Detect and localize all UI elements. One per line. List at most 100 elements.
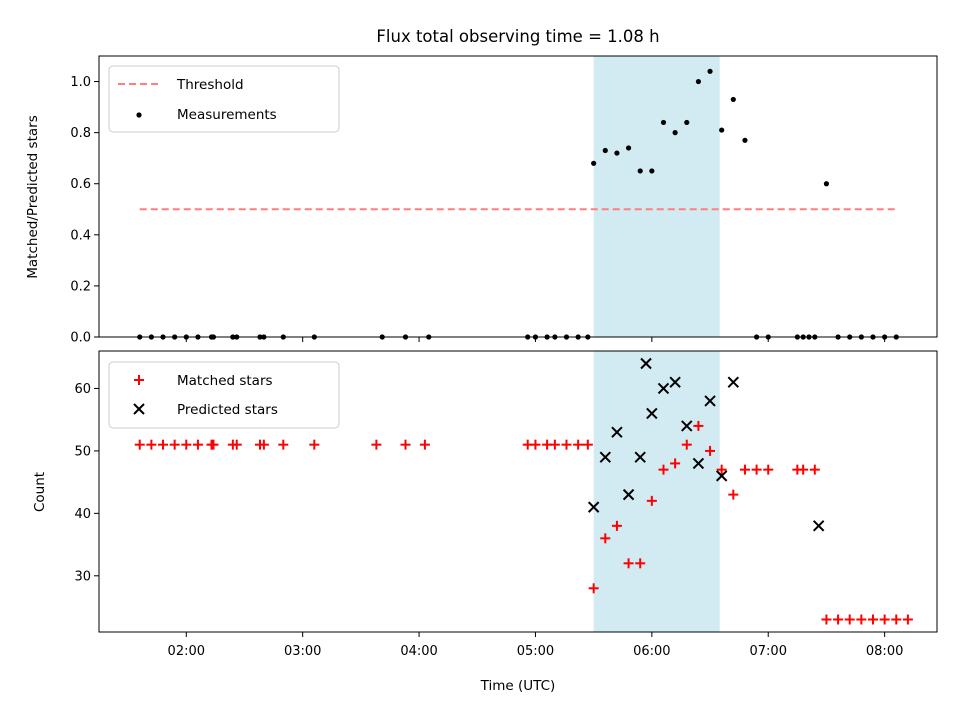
top-plot-frame	[98, 55, 938, 338]
matched-star-point	[146, 439, 157, 450]
measurement-point	[672, 130, 678, 136]
predicted-star-point	[704, 395, 716, 407]
legend-measurements-label: Measurements	[177, 107, 277, 123]
bottom-x-tick-label: 04:00	[400, 644, 437, 659]
matched-star-point	[600, 533, 611, 544]
bottom-y-tick-label: 30	[74, 569, 91, 584]
legend-matched-label: Matched stars	[177, 373, 273, 389]
matched-star-point	[891, 614, 902, 625]
measurement-point	[707, 68, 713, 74]
matched-star-point	[751, 464, 762, 475]
predicted-star-point	[727, 376, 740, 388]
matched-star-point	[798, 464, 809, 475]
matched-star-point	[611, 520, 622, 531]
measurement-point	[614, 150, 620, 156]
matched-star-point	[158, 439, 169, 450]
predicted-star-point	[657, 382, 670, 395]
bottom-x-tick-label: 08:00	[866, 644, 903, 659]
matched-star-point	[371, 439, 382, 450]
matched-star-point	[208, 439, 219, 450]
predicted-star-point	[692, 457, 705, 470]
measurement-point	[625, 145, 632, 151]
measurement-point	[591, 160, 597, 166]
predicted-star-point	[640, 357, 652, 370]
top-y-tick-label: 0.4	[70, 228, 91, 243]
measurement-point	[660, 119, 667, 126]
matched-star-point	[646, 495, 657, 506]
top-y-tick-label: 0.6	[70, 177, 91, 192]
measurement-point	[637, 168, 643, 174]
matched-star-point	[231, 439, 242, 450]
bottom-y-tick-label: 40	[74, 507, 91, 522]
matched-star-point	[763, 464, 774, 475]
matched-star-point	[739, 464, 750, 475]
measurement-point	[649, 168, 655, 174]
matched-star-point	[705, 445, 716, 456]
matched-star-point	[134, 439, 145, 450]
top-chart: Flux total observing time = 1.08 h 0.0 0.…	[25, 27, 938, 346]
bottom-y-axis-label: Count	[32, 472, 48, 512]
matched-star-point	[561, 439, 572, 450]
measurement-point	[742, 137, 748, 143]
matched-star-point	[821, 614, 832, 625]
predicted-star-point	[812, 520, 825, 532]
top-y-tick-label: 0.0	[70, 331, 91, 346]
chart-title: Flux total observing time = 1.08 h	[376, 27, 659, 46]
observation-window-shade	[593, 56, 720, 337]
top-y-axis-label: Matched/Predicted stars	[25, 115, 41, 278]
legend-threshold-label: Threshold	[176, 77, 244, 93]
top-y-tick-label: 0.2	[70, 279, 91, 294]
bottom-x-tick-label: 02:00	[168, 644, 205, 659]
top-x-ticks	[185, 337, 886, 342]
predicted-star-point	[669, 376, 681, 388]
matched-star-point	[693, 420, 704, 431]
matched-star-point	[400, 439, 411, 450]
matched-star-point	[809, 464, 820, 475]
matched-star-point	[728, 489, 739, 500]
matched-legend-swatch	[134, 375, 144, 385]
matched-star-point	[844, 614, 855, 625]
predicted-star-point	[587, 501, 600, 513]
bottom-x-tick-label: 05:00	[517, 644, 554, 659]
legend-predicted-label: Predicted stars	[177, 402, 278, 418]
matched-star-point	[573, 439, 584, 450]
matched-star-point	[716, 464, 727, 475]
bottom-x-tick-label: 06:00	[633, 644, 670, 659]
matched-star-point	[530, 439, 541, 450]
predicted-star-point	[715, 470, 728, 482]
matched-star-point	[879, 614, 890, 625]
bottom-x-ticks: 02:00 03:00 04:00 05:00 06:00 07:00 08:00	[168, 632, 903, 659]
matched-star-point	[278, 439, 289, 450]
predicted-star-point	[634, 451, 646, 463]
bottom-y-tick-label: 50	[74, 444, 91, 459]
predicted-star-point	[681, 420, 693, 432]
bottom-y-ticks: 30 40 50 60	[74, 382, 99, 584]
matched-star-point	[658, 464, 669, 475]
predicted-star-point	[611, 426, 623, 438]
matched-star-point	[670, 458, 681, 469]
bottom-plot-frame	[98, 350, 938, 633]
bottom-x-tick-label: 03:00	[284, 644, 321, 659]
top-legend: Threshold Measurements	[108, 65, 340, 133]
observation-window-shade-lower	[593, 351, 720, 632]
matched-star-point	[635, 558, 646, 569]
x-axis-label: Time (UTC)	[480, 678, 556, 694]
bottom-legend-box	[108, 361, 340, 429]
matched-star-point	[623, 558, 634, 569]
matched-star-point	[681, 439, 692, 450]
predicted-star-point	[646, 407, 658, 420]
measurement-point	[823, 181, 830, 187]
top-legend-box	[108, 65, 340, 133]
bottom-x-tick-label: 07:00	[750, 644, 787, 659]
measurement-point	[719, 127, 725, 133]
predicted-star-point	[622, 488, 635, 501]
bottom-y-tick-label: 60	[74, 382, 91, 397]
bottom-legend: Matched stars Predicted stars	[108, 361, 340, 429]
measurement-point	[730, 96, 736, 103]
matched-star-point	[181, 439, 192, 450]
predicted-legend-swatch	[133, 403, 145, 415]
matched-star-point	[582, 439, 593, 450]
matched-star-point	[192, 439, 203, 450]
